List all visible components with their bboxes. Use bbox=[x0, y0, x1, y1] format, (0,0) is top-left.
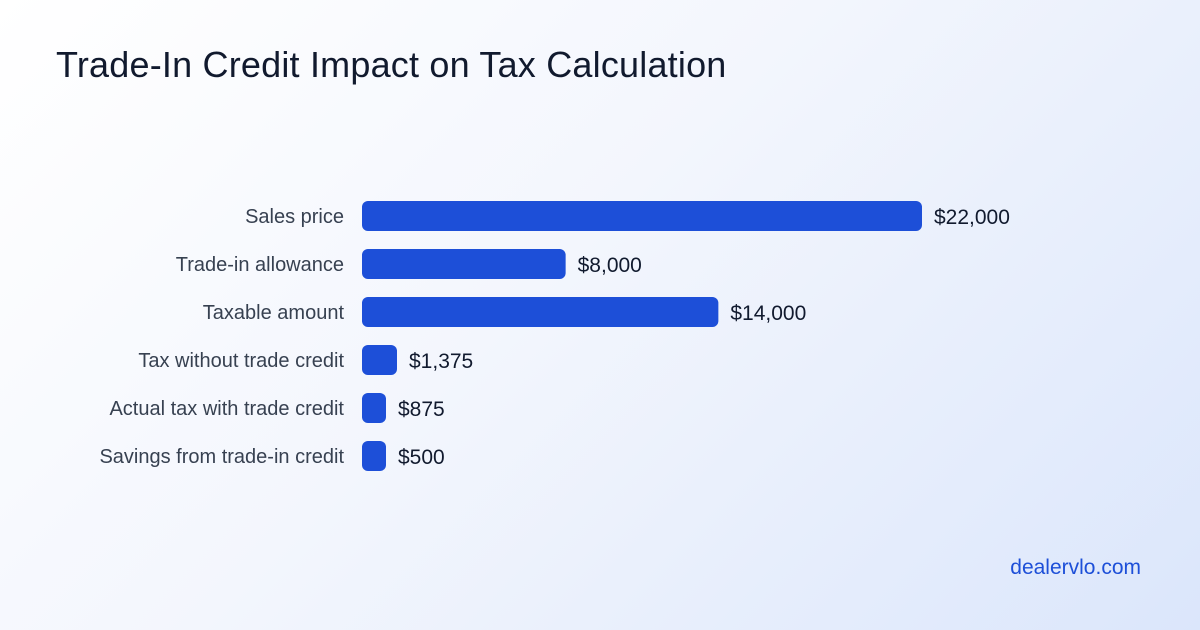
value-label: $875 bbox=[398, 398, 445, 421]
bar bbox=[362, 297, 719, 327]
category-label: Tax without trade credit bbox=[138, 350, 344, 372]
value-label: $14,000 bbox=[730, 302, 806, 325]
category-label: Trade-in allowance bbox=[176, 254, 344, 276]
value-label: $8,000 bbox=[578, 254, 642, 277]
category-label: Savings from trade-in credit bbox=[99, 446, 344, 468]
category-label: Actual tax with trade credit bbox=[109, 398, 344, 420]
bar bbox=[362, 393, 386, 423]
bar bbox=[362, 441, 386, 471]
bar bbox=[362, 201, 922, 231]
category-label: Sales price bbox=[245, 206, 344, 228]
brand-link[interactable]: dealervlo.com bbox=[1010, 556, 1141, 579]
chart-title: Trade-In Credit Impact on Tax Calculatio… bbox=[56, 44, 727, 85]
bar bbox=[362, 249, 566, 279]
category-label: Taxable amount bbox=[203, 302, 345, 324]
value-label: $22,000 bbox=[934, 206, 1010, 229]
value-label: $500 bbox=[398, 446, 445, 469]
bar bbox=[362, 345, 397, 375]
value-label: $1,375 bbox=[409, 350, 473, 373]
